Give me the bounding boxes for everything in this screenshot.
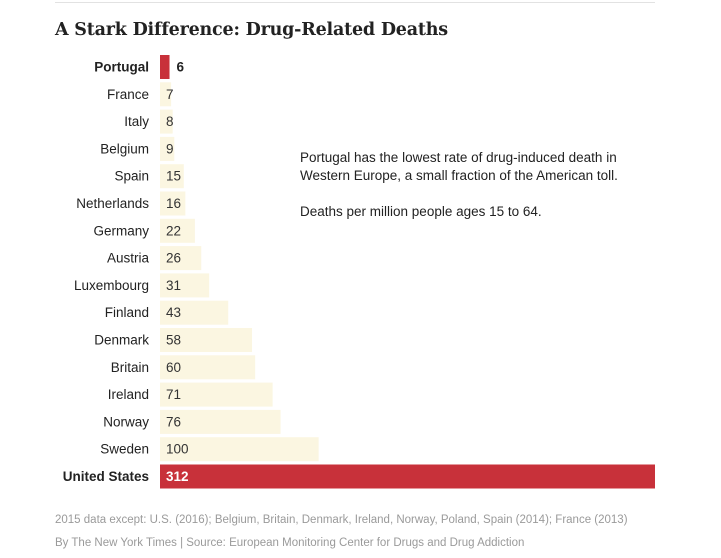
- value-label-ireland: 71: [166, 387, 181, 402]
- bar-luxembourg: [160, 273, 210, 298]
- chart-annotation: Portugal has the lowest rate of drug-ind…: [300, 149, 640, 239]
- value-label-germany: 22: [166, 223, 181, 238]
- category-label-austria: Austria: [107, 251, 150, 266]
- data-footnote: 2015 data except: U.S. (2016); Belgium, …: [55, 514, 628, 526]
- bar-finland: [160, 300, 229, 325]
- value-label-italy: 8: [166, 114, 174, 129]
- category-label-germany: Germany: [93, 223, 149, 238]
- bar-denmark: [160, 328, 253, 352]
- category-label-italy: Italy: [124, 114, 149, 129]
- category-label-norway: Norway: [103, 414, 149, 429]
- category-label-britain: Britain: [111, 360, 149, 375]
- category-label-united-states: United States: [63, 469, 149, 484]
- category-label-luxembourg: Luxembourg: [74, 278, 149, 293]
- bar-portugal: [160, 55, 170, 79]
- category-label-ireland: Ireland: [108, 387, 149, 402]
- category-label-portugal: Portugal: [94, 60, 149, 75]
- bar-netherlands: [160, 191, 186, 216]
- bar-italy: [160, 109, 173, 134]
- bar-sweden: [160, 437, 319, 462]
- category-label-belgium: Belgium: [100, 141, 149, 156]
- value-label-portugal: 6: [177, 60, 185, 75]
- category-label-denmark: Denmark: [94, 333, 149, 348]
- bar-britain: [160, 355, 256, 380]
- value-label-finland: 43: [166, 305, 181, 320]
- value-label-austria: 26: [166, 251, 181, 266]
- value-label-norway: 76: [166, 414, 181, 429]
- bar-spain: [160, 164, 184, 189]
- bar-france: [160, 82, 172, 107]
- value-label-luxembourg: 31: [166, 278, 181, 293]
- value-label-united-states: 312: [166, 469, 189, 484]
- annotation-unit: Deaths per million people ages 15 to 64.: [300, 204, 542, 219]
- bar-austria: [160, 246, 202, 271]
- category-label-finland: Finland: [105, 305, 149, 320]
- value-label-netherlands: 16: [166, 196, 181, 211]
- bar-norway: [160, 409, 281, 434]
- value-label-spain: 15: [166, 169, 181, 184]
- chart-title: A Stark Difference: Drug-Related Deaths: [55, 20, 448, 40]
- bar-united-states: [160, 464, 655, 489]
- top-rule: [55, 2, 655, 3]
- category-label-netherlands: Netherlands: [76, 196, 149, 211]
- value-label-sweden: 100: [166, 442, 189, 457]
- category-label-sweden: Sweden: [100, 442, 149, 457]
- category-label-france: France: [107, 87, 149, 102]
- bar-germany: [160, 218, 195, 243]
- annotation-summary: Portugal has the lowest rate of drug-ind…: [300, 150, 618, 183]
- value-label-britain: 60: [166, 360, 181, 375]
- bar-chart: Portugal 6 France 7 Italy 8 Belgium 9 Spain 15 Net…: [63, 55, 655, 489]
- value-label-france: 7: [166, 87, 174, 102]
- value-label-belgium: 9: [166, 141, 174, 156]
- source-credit: By The New York Times | Source: European…: [55, 537, 525, 549]
- bar-belgium: [160, 136, 175, 161]
- value-label-denmark: 58: [166, 333, 181, 348]
- bar-ireland: [160, 382, 273, 407]
- category-label-spain: Spain: [114, 169, 149, 184]
